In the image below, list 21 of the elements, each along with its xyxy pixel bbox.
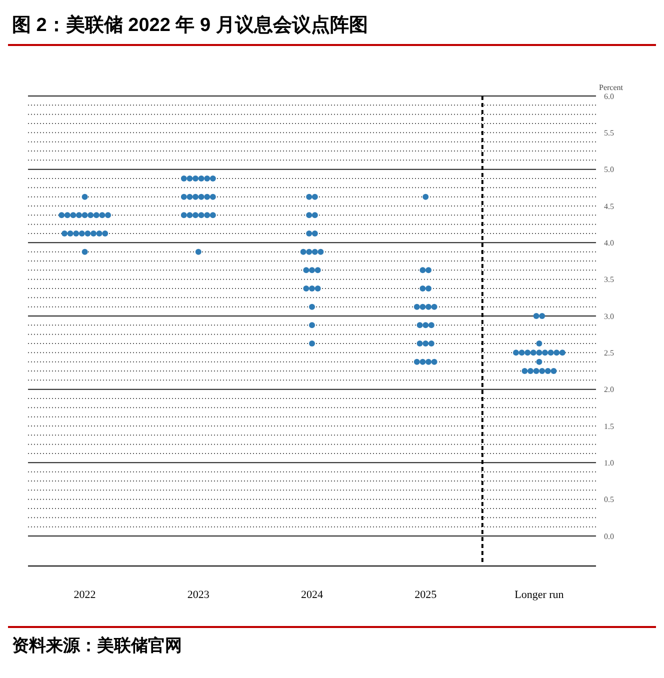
- y-tick-label: 1.0: [604, 458, 614, 468]
- y-tick-label: 3.5: [604, 275, 614, 284]
- text: 资料来源：美联储官网: [12, 635, 183, 657]
- y-tick-label: 6.0: [604, 92, 614, 101]
- y-axis-title: Percent: [599, 83, 624, 92]
- x-tick-label: 2024: [301, 588, 324, 601]
- y-tick-label: 5.0: [604, 165, 614, 174]
- y-tick-label: 1.5: [604, 422, 614, 431]
- x-tick-label: 2025: [414, 588, 438, 601]
- x-tick-label: Longer run: [514, 588, 564, 601]
- chart-title: 图 2：美联储 2022 年 9 月议息会议点阵图: [8, 8, 656, 46]
- y-tick-label: 4.0: [604, 238, 614, 248]
- y-tick-label: 2.0: [604, 385, 614, 394]
- x-tick-label: 2022: [74, 588, 96, 601]
- x-tick-label: 2023: [187, 588, 210, 601]
- y-tick-label: 3.0: [604, 312, 614, 321]
- y-tick-label: 5.5: [604, 128, 614, 138]
- y-tick-label: 0.5: [604, 495, 614, 504]
- y-tick-label: 0.0: [604, 532, 614, 541]
- y-tick-label: 2.5: [604, 348, 614, 358]
- y-tick-label: 4.5: [604, 202, 614, 211]
